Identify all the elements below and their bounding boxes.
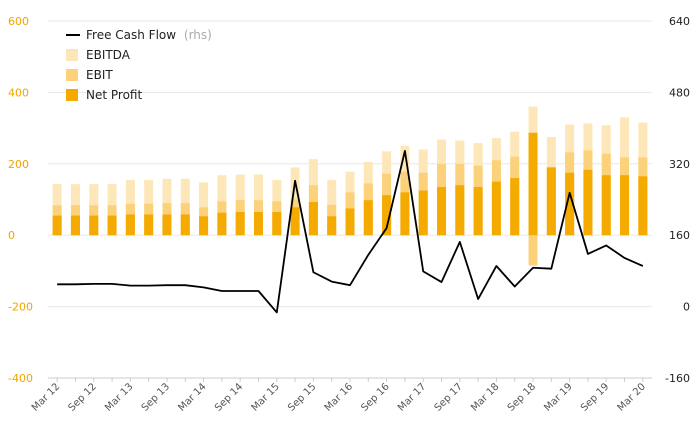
- bar-net-profit: [583, 169, 593, 236]
- left-tick-label: 600: [8, 15, 29, 28]
- fcf-line: [57, 149, 644, 314]
- legend: Free Cash Flow (rhs) EBITDA EBIT Net Pro…: [66, 28, 212, 102]
- right-tick-label: 640: [669, 15, 690, 28]
- x-tick-label: Sep 19: [579, 381, 611, 413]
- x-tick-label: Sep 17: [433, 381, 465, 413]
- x-tick-label: Sep 14: [213, 381, 245, 413]
- bar-net-profit: [601, 175, 611, 236]
- left-tick-label: 0: [8, 229, 15, 242]
- bar-net-profit: [638, 176, 648, 236]
- bar-net-profit: [89, 215, 99, 236]
- bar-net-profit: [400, 192, 410, 236]
- bar-net-profit: [382, 195, 392, 236]
- bar-net-profit: [180, 214, 190, 236]
- legend-ebitda-swatch: [66, 49, 78, 61]
- x-axis: Mar 12 Sep 12 Mar 13 Sep 13 Mar 14 Sep 14 Mar …: [30, 377, 652, 414]
- left-tick-label: -200: [8, 301, 33, 314]
- x-tick-label: Mar 18: [469, 381, 501, 413]
- x-tick-label: Sep 18: [506, 381, 538, 413]
- x-tick-label: Mar 15: [250, 381, 282, 413]
- legend-ebitda-label: EBITDA: [86, 48, 131, 62]
- bar-net-profit: [546, 167, 556, 236]
- x-tick-label: Sep 12: [67, 381, 99, 413]
- left-tick-label: 200: [8, 158, 29, 171]
- right-tick-label: -160: [665, 372, 690, 385]
- bar-net-profit: [418, 190, 428, 236]
- bar-net-profit: [455, 185, 465, 236]
- bar-net-profit: [565, 172, 575, 236]
- bar-net-profit: [162, 214, 172, 236]
- left-tick-label: -400: [8, 372, 33, 385]
- left-axis: 600 400 200 0 -200 -400: [8, 15, 33, 385]
- left-tick-label: 400: [8, 86, 29, 99]
- x-tick-label: Sep 16: [359, 381, 391, 413]
- x-tick-label: Mar 16: [323, 381, 355, 413]
- legend-ebit-label: EBIT: [86, 68, 113, 82]
- bar-net-profit: [437, 187, 447, 236]
- legend-ebit-swatch: [66, 69, 78, 81]
- bar-net-profit: [125, 214, 135, 236]
- right-tick-label: 160: [669, 229, 690, 242]
- bar-net-profit: [217, 212, 227, 236]
- fcf-line-group: [57, 149, 644, 314]
- legend-fcf-label: Free Cash Flow: [86, 28, 176, 42]
- right-axis: 640 480 320 160 0 -160: [665, 15, 690, 385]
- x-tick-label: Mar 20: [616, 381, 648, 413]
- bar-net-profit: [144, 214, 154, 236]
- x-tick-label: Sep 15: [286, 381, 318, 413]
- bar-net-profit: [70, 215, 80, 236]
- bar-net-profit: [199, 216, 209, 236]
- bars: [52, 106, 648, 266]
- bar-net-profit: [235, 212, 245, 236]
- bar-net-profit: [308, 202, 318, 236]
- x-tick-label: Mar 17: [396, 381, 428, 413]
- bar-net-profit: [290, 207, 300, 236]
- bar-net-profit: [345, 208, 355, 236]
- bar-ebit: [528, 235, 538, 266]
- bar-net-profit: [510, 178, 520, 236]
- right-tick-label: 320: [669, 158, 690, 171]
- bar-net-profit: [52, 215, 62, 236]
- bar-net-profit: [528, 132, 538, 236]
- bar-net-profit: [363, 200, 373, 236]
- x-tick-label: Mar 13: [103, 381, 135, 413]
- bar-net-profit: [491, 181, 501, 236]
- legend-net-profit-label: Net Profit: [86, 88, 142, 102]
- x-tick-label: Mar 19: [542, 381, 574, 413]
- x-tick-label: Mar 12: [30, 381, 62, 413]
- bar-net-profit: [473, 187, 483, 236]
- right-tick-label: 480: [669, 86, 690, 99]
- bar-net-profit: [107, 215, 117, 236]
- x-tick-label: Sep 13: [140, 381, 172, 413]
- svg-text:Free Cash Flow (rhs): Free Cash Flow (rhs): [86, 28, 212, 42]
- right-tick-label: 0: [683, 301, 690, 314]
- legend-fcf-note: (rhs): [184, 28, 212, 42]
- bar-net-profit: [253, 212, 263, 236]
- bar-net-profit: [620, 175, 630, 236]
- x-tick-label: Mar 14: [176, 381, 208, 413]
- legend-net-profit-swatch: [66, 89, 78, 101]
- bar-net-profit: [272, 212, 282, 236]
- bar-net-profit: [327, 216, 337, 236]
